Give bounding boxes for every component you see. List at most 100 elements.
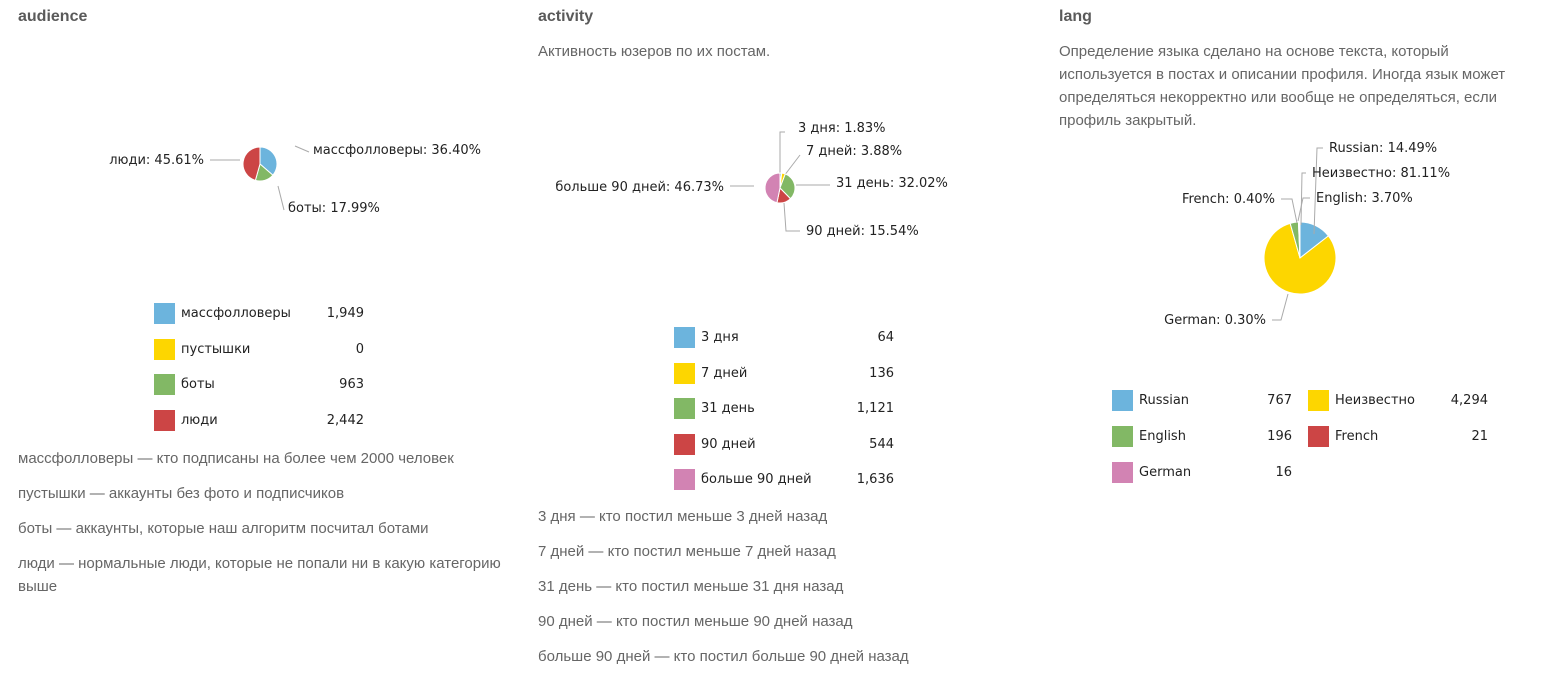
data-label-массфолловеры: массфолловеры: 36.40%: [313, 143, 481, 158]
legend-value: 1,949: [326, 306, 364, 322]
legend-swatch: [1112, 425, 1133, 447]
legend-value: 767: [1267, 392, 1292, 408]
connector-line: [1281, 198, 1298, 224]
legend-value: 1,636: [856, 472, 894, 488]
legend-swatch: [674, 362, 695, 384]
legend-value: 1,121: [856, 401, 894, 417]
audience-notes: массфолловеры — кто подписаны на более ч…: [18, 447, 508, 610]
connector-line: [1313, 147, 1323, 235]
audience-panel: audience массфолловеры: 36.40% боты: 17.9…: [18, 0, 518, 683]
legend-item-english[interactable]: English 196: [1112, 425, 1292, 447]
legend-swatch: [674, 327, 695, 349]
panel-title: lang: [1059, 8, 1092, 25]
data-label-russian: Russian: 14.49%: [1329, 141, 1437, 156]
legend-note: 90 дней — кто постил меньше 90 дней наза…: [538, 613, 853, 630]
legend-label: 31 день: [701, 401, 755, 417]
legend-item-german[interactable]: German 16: [1112, 461, 1292, 483]
data-label-боты: боты: 17.99%: [288, 201, 380, 216]
legend-item-пустышки[interactable]: пустышки 0: [154, 332, 364, 368]
legend-label: German: [1139, 464, 1192, 480]
data-label-люди: люди: 45.61%: [109, 153, 204, 168]
legend-value: 2,442: [326, 412, 364, 428]
legend-item-люди[interactable]: люди 2,442: [154, 403, 364, 439]
legend-item-90-дней[interactable]: 90 дней 544: [674, 427, 894, 463]
legend-value: 4,294: [1450, 392, 1488, 408]
data-label-german: German: 0.30%: [1164, 313, 1266, 328]
legend-label: French: [1335, 428, 1379, 444]
connector-line: [1300, 172, 1306, 226]
activity-notes: 3 дня — кто постил меньше 3 дней назад 7 …: [538, 505, 1038, 680]
pie-slice-31-день[interactable]: [779, 173, 796, 200]
legend-item-31-день[interactable]: 31 день 1,121: [674, 391, 894, 427]
legend-swatch: [154, 338, 175, 360]
legend-value: 136: [869, 365, 894, 381]
legend-swatch: [1308, 425, 1329, 447]
legend-value: 544: [869, 436, 894, 452]
panel-title: audience: [18, 8, 88, 25]
audience-pie-chart: массфолловеры: 36.40% боты: 17.99% люди: 4…: [109, 143, 481, 216]
data-label-больше-90-дней: больше 90 дней: 46.73%: [555, 180, 724, 195]
legend-swatch: [674, 433, 695, 455]
legend-label: люди: [181, 412, 218, 428]
connector-line: [779, 131, 785, 174]
legend-item-массфолловеры[interactable]: массфолловеры 1,949: [154, 296, 364, 332]
legend-label: массфолловеры: [181, 306, 291, 322]
legend-label: 90 дней: [701, 436, 756, 452]
legend-note: больше 90 дней — кто постил больше 90 дн…: [538, 648, 909, 665]
legend-note: 31 день — кто постил меньше 31 дня назад: [538, 578, 844, 595]
data-label-french: French: 0.40%: [1182, 192, 1275, 207]
legend-item-больше-90-дней[interactable]: больше 90 дней 1,636: [674, 462, 894, 498]
legend-swatch: [674, 469, 695, 491]
pie-slice-массфолловеры[interactable]: [259, 146, 278, 176]
legend-value: 0: [355, 341, 364, 357]
legend-value: 64: [877, 330, 894, 346]
legend-label: 3 дня: [701, 330, 739, 346]
legend-swatch: [1112, 389, 1133, 411]
legend-label: пустышки: [181, 341, 251, 357]
legend-value: 196: [1267, 428, 1292, 444]
data-label-неизвестно: Неизвестно: 81.11%: [1312, 166, 1450, 181]
pie-slice-люди[interactable]: [242, 146, 261, 181]
connector-line: [277, 185, 285, 211]
legend-item-french[interactable]: French 21: [1308, 425, 1488, 447]
connector-line: [783, 154, 801, 177]
legend-label: Неизвестно: [1335, 392, 1415, 408]
legend-swatch: [154, 409, 175, 431]
legend-note: 7 дней — кто постил меньше 7 дней назад: [538, 543, 836, 560]
pie-slice-неизвестно[interactable]: [1263, 222, 1337, 295]
connector-line: [783, 202, 800, 232]
legend-label: больше 90 дней: [701, 472, 812, 488]
legend-value: 963: [339, 377, 364, 393]
legend-swatch: [674, 398, 695, 420]
panel-description: Определение языка сделано на основе текс…: [1059, 43, 1506, 129]
data-label-3-дня: 3 дня: 1.83%: [798, 121, 886, 136]
legend-item-боты[interactable]: боты 963: [154, 367, 364, 403]
activity-panel: activity Активность юзеров по их постам.…: [538, 0, 1038, 683]
pie-slice-german[interactable]: [1298, 221, 1301, 259]
lang-panel: lang Определение языка сделано на основе…: [1059, 0, 1549, 683]
legend-item-russian[interactable]: Russian 767: [1112, 389, 1292, 411]
data-label-31-день: 31 день: 32.02%: [836, 176, 948, 191]
connector-line: [1272, 293, 1289, 321]
legend-label: English: [1139, 428, 1186, 444]
legend-label: 7 дней: [701, 365, 748, 381]
pie-slice-больше-90-дней[interactable]: [764, 172, 781, 204]
data-label-english: English: 3.70%: [1316, 191, 1413, 206]
legend-note: пустышки — аккаунты без фото и подписчик…: [18, 485, 345, 502]
legend-item-3-дня[interactable]: 3 дня 64: [674, 320, 894, 356]
legend-swatch: [154, 303, 175, 325]
legend-item-7-дней[interactable]: 7 дней 136: [674, 356, 894, 392]
legend-note: 3 дня — кто постил меньше 3 дней назад: [538, 508, 828, 525]
connector-line: [294, 145, 310, 153]
panel-title: activity: [538, 8, 594, 25]
legend-item-неизвестно[interactable]: Неизвестно 4,294: [1308, 389, 1488, 411]
lang-legend: Russian 767 English 196 German 16 Неизвестно 4,…: [1112, 389, 1502, 499]
lang-pie-chart: Russian: 14.49% Неизвестно: 81.11% English…: [1164, 141, 1450, 328]
legend-note: боты — аккаунты, которые наш алгоритм по…: [18, 520, 429, 537]
legend-swatch: [154, 374, 175, 396]
activity-pie-chart: 3 дня: 1.83% 7 дней: 3.88% 31 день: 32.02%…: [555, 121, 948, 239]
legend-label: боты: [181, 377, 215, 393]
audience-legend: массфолловеры 1,949 пустышки 0 боты 963 люди 2,…: [154, 296, 364, 438]
data-label-7-дней: 7 дней: 3.88%: [806, 144, 902, 159]
panel-description: Активность юзеров по их постам.: [538, 43, 771, 60]
